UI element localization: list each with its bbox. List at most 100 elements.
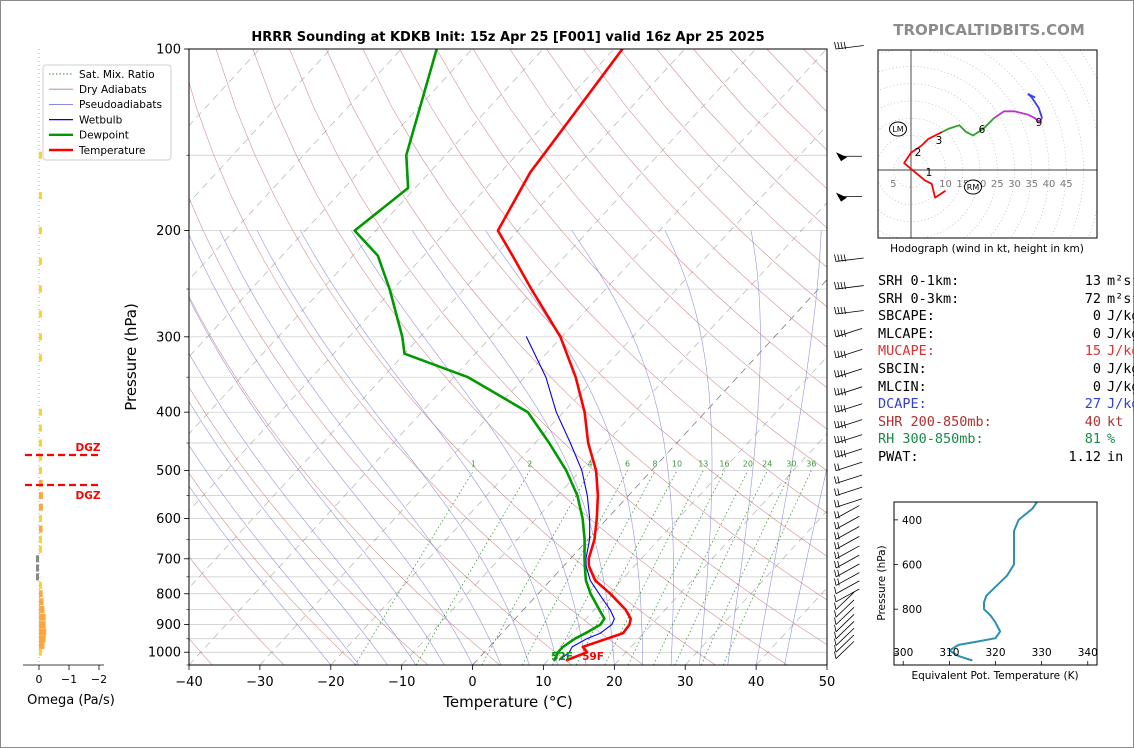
wind-barb: [834, 486, 863, 496]
omega-bar: [39, 192, 42, 200]
omega-bar: [39, 333, 42, 341]
omega-bar: [36, 573, 39, 581]
hodograph-panel: 51015202530354045LMRM12369 Hodograph (wi…: [877, 49, 1098, 255]
hodograph-height-label: 3: [936, 135, 943, 147]
index-unit: J/kg: [1107, 378, 1134, 395]
chart-title: HRRR Sounding at KDKB Init: 15z Apr 25 […: [251, 30, 764, 45]
omega-bar: [39, 354, 42, 362]
hodograph-ring-label: 5: [890, 179, 896, 190]
wind-barb: [834, 627, 855, 646]
mixing-ratio-label: 16: [719, 460, 729, 469]
omega-bar: [39, 424, 42, 432]
wind-barb: [834, 403, 863, 413]
index-row: PWAT: 1.12 in: [878, 449, 1134, 467]
omega-bar: [39, 479, 43, 487]
omega-bar: [39, 492, 43, 500]
legend-entry: Wetbulb: [79, 114, 123, 126]
y-tick-label: 300: [156, 330, 181, 345]
wind-barb: [834, 607, 855, 625]
index-value: 0: [1092, 325, 1101, 342]
omega-bar: [39, 635, 46, 643]
skew-t-frame: [188, 48, 828, 666]
index-row: MLCIN: 0 J/kg: [878, 379, 1134, 397]
index-value: 0: [1092, 308, 1101, 325]
dgz-top-label: DGZ: [76, 442, 101, 454]
omega-bar: [39, 590, 43, 598]
index-label: SHR 200-850mb:: [878, 413, 992, 430]
y-tick-label: 500: [156, 464, 181, 479]
omega-bar: [39, 467, 42, 475]
hodograph-ring-label: 35: [1025, 179, 1038, 190]
theta-x-tick-label: 300: [893, 647, 913, 659]
omega-bar: [39, 257, 42, 265]
y-tick-label: 900: [156, 618, 181, 633]
wind-barb: [834, 641, 855, 659]
hodograph-ring-label: 30: [1008, 179, 1021, 190]
brand-watermark: TROPICALTIDBITS.COM: [893, 21, 1085, 39]
omega-bar: [39, 285, 42, 293]
omega-tick-label: −1: [61, 673, 77, 686]
mixing-ratio-label: 2: [527, 460, 532, 469]
hodograph-ring-label: 15: [956, 179, 969, 190]
omega-bar: [39, 535, 42, 543]
wind-barb: [834, 592, 855, 610]
wind-barb: [834, 599, 855, 618]
omega-bar: [39, 642, 45, 650]
index-unit: kt: [1107, 413, 1124, 430]
omega-bar: [39, 545, 42, 553]
index-value: 13: [1084, 273, 1101, 289]
omega-bar: [39, 408, 42, 416]
x-tick-label: 20: [606, 675, 623, 690]
theta-e-profile: [948, 502, 1038, 662]
index-label: MLCIN:: [878, 378, 927, 395]
wind-barb: [834, 614, 855, 633]
wind-barb: [834, 588, 860, 603]
wind-barb: [834, 536, 860, 550]
wind-barb: [834, 448, 863, 458]
wind-barb: [834, 368, 863, 378]
wind-barb: [834, 306, 864, 315]
theta-e-panel: 300 310 320 330 340 400 600 800 Equivalent Pot.…: [876, 501, 1098, 682]
hodograph-height-label: 2: [915, 147, 922, 159]
wind-barb: [834, 386, 863, 396]
index-value: 1.12: [1068, 448, 1101, 465]
omega-bar: [36, 555, 39, 563]
index-row: RH 300-850mb: 81%: [878, 431, 1134, 449]
theta-x-tick-label: 340: [1078, 647, 1098, 659]
theta-y-tick-label: 400: [902, 515, 922, 527]
omega-tick-label: 0: [36, 673, 43, 686]
wind-barb: [836, 192, 847, 202]
index-value: 40: [1084, 413, 1101, 430]
index-value: 15: [1084, 343, 1101, 360]
index-unit: J/kg: [1107, 308, 1134, 325]
omega-bar: [39, 525, 43, 533]
hodograph-caption: Hodograph (wind in kt, height in km): [890, 243, 1084, 255]
index-row: SHR 200-850mb: 40 kt: [878, 414, 1134, 432]
index-label: MUCAPE:: [878, 343, 935, 360]
legend-entry: Sat. Mix. Ratio: [79, 69, 155, 81]
omega-bar: [39, 628, 47, 636]
index-row: SBCIN: 0 J/kg: [878, 361, 1134, 379]
wetbulb-profile: [525, 336, 615, 661]
omega-bar: [39, 439, 42, 447]
wind-barb: [834, 572, 860, 586]
y-tick-label: 100: [156, 43, 181, 58]
index-unit: m²s⁻²: [1107, 290, 1134, 307]
hodograph-height-label: 1: [926, 167, 933, 179]
index-value: 81: [1084, 431, 1101, 448]
index-unit: J/kg: [1107, 325, 1134, 342]
index-unit: m²s⁻²: [1107, 273, 1134, 289]
omega-bar: [39, 581, 42, 589]
storm-motion-label: RM: [967, 183, 980, 192]
mixing-ratio-label: 13: [698, 460, 708, 469]
wind-barb: [834, 419, 863, 429]
index-value: 0: [1092, 360, 1101, 377]
index-label: PWAT:: [878, 448, 919, 465]
legend-entry: Dewpoint: [79, 130, 129, 142]
index-unit: J/kg: [1107, 343, 1134, 360]
wind-barb: [834, 554, 860, 569]
mixing-ratio-label: 20: [743, 460, 753, 469]
storm-motion-marker: [964, 179, 982, 195]
